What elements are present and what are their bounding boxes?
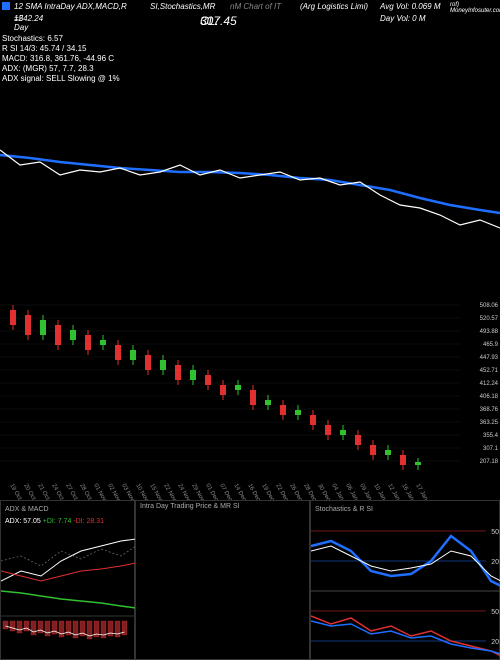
indicator-panels: ADX & MACD ADX: 57.05 +DI: 7.74 -DI: 28.3… xyxy=(0,500,500,660)
stochastics-rsi-panel: Stochastics & R SI 50 20 50 20 xyxy=(310,500,500,660)
svg-text:19 Dec: 19 Dec xyxy=(260,483,275,500)
svg-text:16 Jan: 16 Jan xyxy=(400,483,414,500)
svg-text:307.1: 307.1 xyxy=(483,446,499,452)
sma-color-swatch xyxy=(2,2,10,10)
svg-text:03 Nov: 03 Nov xyxy=(120,483,135,500)
svg-text:28 Oct: 28 Oct xyxy=(78,483,92,500)
chart-of-label: nM Chart of IT xyxy=(230,2,281,11)
chart-header: 12 SMA IntraDay ADX,MACD,R SI,Stochastic… xyxy=(0,0,500,90)
svg-text:17 Jan: 17 Jan xyxy=(414,483,428,500)
svg-text:355.4: 355.4 xyxy=(483,433,499,439)
avg-vol-label: Avg Vol: 0.069 M xyxy=(380,2,440,11)
svg-text:412.24: 412.24 xyxy=(480,381,499,387)
svg-text:27 Oct: 27 Oct xyxy=(64,483,78,500)
adx-macd-panel: ADX & MACD ADX: 57.05 +DI: 7.74 -DI: 28.3… xyxy=(0,500,135,660)
stoch-label: SI,Stochastics,MR xyxy=(150,2,215,11)
svg-text:12 Jan: 12 Jan xyxy=(386,483,400,500)
svg-text:ADX: 57.05 +DI: 7.74 -DI: 28.3: ADX: 57.05 +DI: 7.74 -DI: 28.31 xyxy=(5,518,104,525)
svg-text:28 Dec: 28 Dec xyxy=(302,483,317,500)
svg-text:01 Dec: 01 Dec xyxy=(204,483,219,500)
svg-text:20: 20 xyxy=(491,639,499,646)
svg-text:16 Dec: 16 Dec xyxy=(246,483,261,500)
macd-value: MACD: 316.8, 361.76, -44.96 C xyxy=(2,54,114,63)
svg-text:30 Dec: 30 Dec xyxy=(316,483,331,500)
svg-text:06 Jan: 06 Jan xyxy=(344,483,358,500)
svg-text:01 Nov: 01 Nov xyxy=(92,483,107,500)
svg-text:21 Oct: 21 Oct xyxy=(36,483,50,500)
svg-text:50: 50 xyxy=(491,609,499,616)
svg-text:508.06: 508.06 xyxy=(480,303,499,309)
svg-text:24 Oct: 24 Oct xyxy=(50,483,64,500)
moving-average-chart xyxy=(0,90,500,290)
svg-text:520.57: 520.57 xyxy=(480,316,499,322)
svg-text:19 Oct: 19 Oct xyxy=(8,483,22,500)
svg-text:Stochastics & R SI: Stochastics & R SI xyxy=(315,506,373,513)
svg-text:452.71: 452.71 xyxy=(480,368,499,374)
svg-text:15 Nov: 15 Nov xyxy=(148,483,163,500)
rsi-value: R SI 14/3: 45.74 / 34.15 xyxy=(2,44,87,53)
svg-text:10 Jan: 10 Jan xyxy=(372,483,386,500)
candlestick-chart: 508.06 520.57 493.88 465.9 447.93 452.71 412.2… xyxy=(0,290,500,500)
svg-text:363.25: 363.25 xyxy=(480,420,499,426)
svg-text:493.88: 493.88 xyxy=(480,329,499,335)
sma-label: 12 SMA IntraDay ADX,MACD,R xyxy=(14,2,127,11)
svg-text:04 Jan: 04 Jan xyxy=(330,483,344,500)
day-vol-label: Day Vol: 0 M xyxy=(380,14,426,23)
svg-text:20 Oct: 20 Oct xyxy=(22,483,36,500)
svg-text:22 Nov: 22 Nov xyxy=(162,483,177,500)
svg-text:20: 20 xyxy=(491,559,499,566)
svg-text:22 Dec: 22 Dec xyxy=(274,483,289,500)
svg-text:14 Dec: 14 Dec xyxy=(232,483,247,500)
svg-text:447.93: 447.93 xyxy=(480,355,499,361)
svg-text:26 Dec: 26 Dec xyxy=(288,483,303,500)
svg-text:50: 50 xyxy=(491,529,499,536)
company-label: (Arg Logistics Limi) xyxy=(300,2,368,11)
svg-text:24 Nov: 24 Nov xyxy=(176,483,191,500)
svg-text:368.76: 368.76 xyxy=(480,407,499,413)
svg-text:07 Dec: 07 Dec xyxy=(218,483,233,500)
site-label: rof) MoneyInfosuter.com xyxy=(450,2,500,14)
svg-text:10 Nov: 10 Nov xyxy=(134,483,149,500)
intraday-title: Intra Day Trading Price & MR SI xyxy=(140,503,240,510)
day-label: 12 Day = 542.24 xyxy=(14,14,19,23)
svg-text:465.9: 465.9 xyxy=(483,342,499,348)
svg-text:09 Jan: 09 Jan xyxy=(358,483,372,500)
svg-text:02 Nov: 02 Nov xyxy=(106,483,121,500)
adx-value: ADX: (MGR) 57, 7.7, 28.3 xyxy=(2,64,94,73)
svg-text:207.18: 207.18 xyxy=(480,459,499,465)
svg-text:29 Nov: 29 Nov xyxy=(190,483,205,500)
adx-signal: ADX signal: SELL Slowing @ 1% xyxy=(2,74,120,83)
intraday-panel: Intra Day Trading Price & MR SI xyxy=(135,500,310,660)
svg-text:406.18: 406.18 xyxy=(480,394,499,400)
svg-text:ADX & MACD: ADX & MACD xyxy=(5,506,49,513)
stochastics-value: Stochastics: 6.57 xyxy=(2,34,63,43)
